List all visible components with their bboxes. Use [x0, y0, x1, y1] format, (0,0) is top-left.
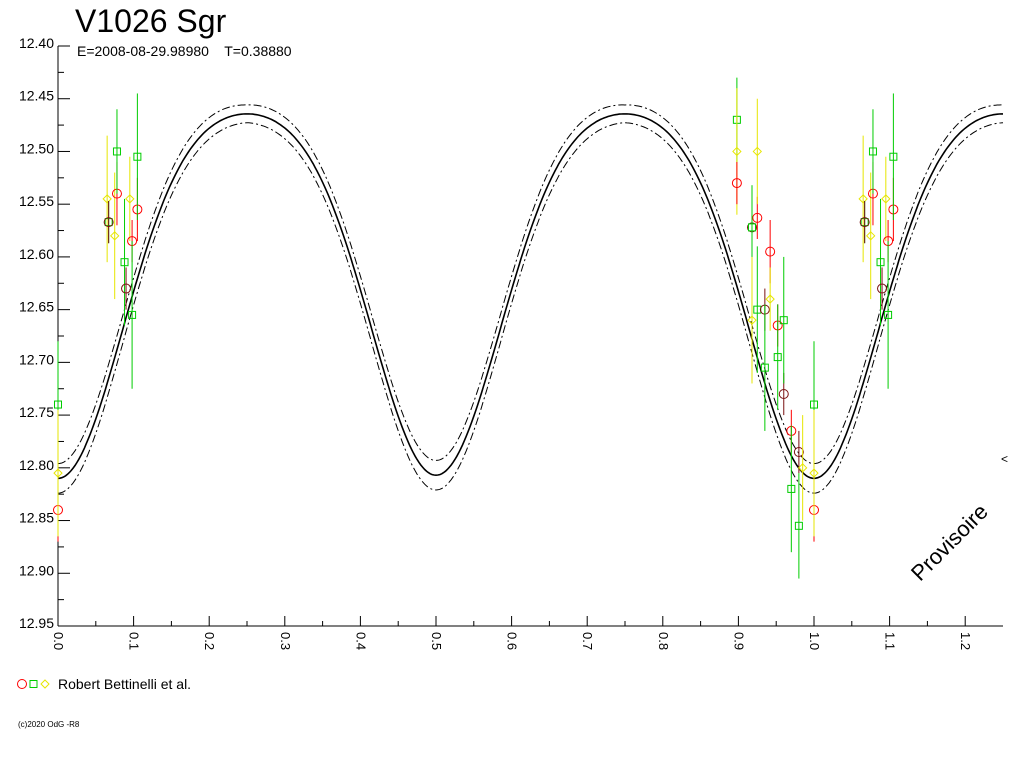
data-point-square [794, 521, 803, 530]
data-point-square [760, 363, 769, 372]
data-point-circle [752, 212, 763, 223]
data-point-square [748, 223, 757, 232]
x-tick-label: 0.1 [127, 632, 142, 650]
data-point-circle [877, 283, 888, 294]
data-point-square [773, 353, 782, 362]
data-point-diamond [732, 146, 742, 157]
data-point-diamond [747, 315, 757, 325]
legend-label: Robert Bettinelli et al. [58, 676, 192, 692]
data-point-square [133, 152, 142, 161]
y-tick-label: 12.85 [19, 510, 54, 526]
data-point-diamond [765, 294, 775, 304]
epoch-period-label: E=2008-08-29.98980 T=0.38880 [77, 43, 292, 59]
data-point-circle [765, 246, 776, 257]
y-tick-label: 12.55 [19, 193, 54, 209]
legend-red-circle [17, 679, 27, 689]
y-tick-label: 12.90 [19, 562, 54, 578]
data-point-square [810, 400, 818, 409]
data-point-diamond [102, 194, 112, 204]
x-tick-label: 0.0 [51, 632, 66, 650]
model-curves [57, 104, 1004, 494]
legend-markers [17, 679, 50, 689]
data-point-diamond [865, 231, 876, 241]
observation-points [53, 77, 899, 579]
data-point-square [868, 147, 877, 156]
data-point-square [779, 316, 788, 325]
copyright-notice: (c)2020 OdG -R8 [18, 720, 80, 729]
x-tick-label: 0.6 [505, 632, 520, 650]
x-tick-label: 0.3 [278, 632, 293, 650]
y-tick-label: 12.65 [19, 299, 54, 315]
data-point-diamond [53, 468, 63, 478]
data-point-diamond [752, 146, 763, 157]
data-point-square [884, 310, 893, 319]
y-tick-label: 12.75 [19, 404, 54, 420]
data-point-diamond [109, 231, 120, 241]
data-point-square [54, 400, 62, 409]
x-tick-label: 0.8 [656, 632, 671, 650]
data-point-diamond [797, 463, 808, 473]
x-tick-label: 1.1 [883, 632, 898, 650]
edge-marker: < [1001, 452, 1009, 466]
data-point-circle [793, 447, 804, 457]
x-tick-label: 1.0 [807, 632, 822, 650]
y-tick-label: 12.60 [19, 246, 54, 262]
model-lower-bound [57, 104, 1004, 465]
data-point-circle [778, 389, 789, 399]
x-tick-label: 0.2 [202, 632, 217, 650]
data-point-square [876, 258, 885, 267]
data-point-diamond [809, 468, 819, 478]
data-point-square [112, 147, 121, 156]
legend-yellow-diamond [40, 679, 50, 689]
data-point-circle [121, 283, 132, 294]
model-curve [57, 113, 1003, 480]
legend: Robert Bettinelli et al. [16, 676, 191, 692]
y-tick-label: 12.80 [19, 457, 54, 473]
y-tick-label: 12.45 [19, 88, 54, 104]
x-tick-label: 0.5 [429, 632, 444, 650]
y-tick-label: 12.40 [19, 35, 54, 51]
y-tick-label: 12.95 [19, 615, 54, 631]
data-point-square [128, 310, 137, 319]
data-point-square [889, 152, 898, 161]
data-point-diamond [881, 194, 891, 204]
data-point-square [120, 258, 129, 267]
data-point-circle [731, 178, 742, 189]
data-point-diamond [125, 194, 135, 204]
data-point-circle [103, 217, 114, 228]
data-point-circle [859, 217, 870, 228]
model-upper-bound [57, 122, 1004, 494]
y-tick-label: 12.50 [19, 140, 54, 156]
chart-axes [57, 46, 1003, 627]
x-tick-label: 0.4 [353, 632, 368, 650]
chart-ticks: 12.40 12.45 12.50 12.55 12.60 12.65 12.70 12.75… [19, 35, 973, 650]
chart-title: V1026 Sgr [75, 3, 227, 39]
x-tick-label: 1.2 [958, 632, 973, 650]
x-tick-label: 0.7 [580, 632, 595, 650]
y-tick-label: 12.70 [19, 351, 54, 367]
data-point-square [787, 484, 796, 493]
legend-green-square [29, 680, 38, 688]
data-point-diamond [858, 194, 868, 204]
x-tick-label: 0.9 [731, 632, 746, 650]
